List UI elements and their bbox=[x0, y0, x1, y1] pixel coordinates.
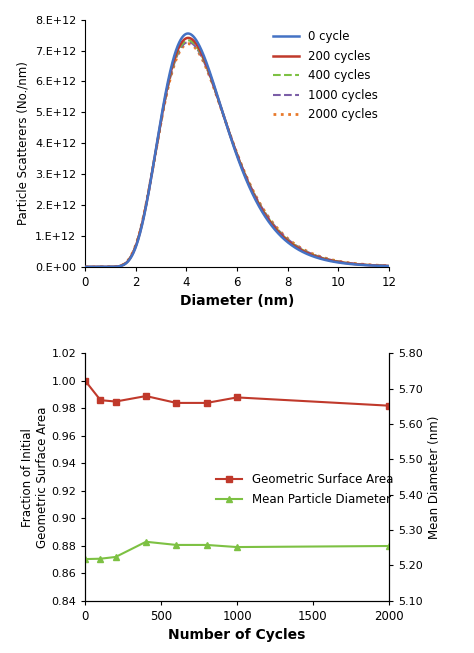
Geometric Surface Area bbox=[173, 399, 179, 407]
400 cycles bbox=[321, 255, 327, 263]
2000 cycles bbox=[377, 261, 383, 269]
2000 cycles bbox=[82, 263, 88, 271]
2000 cycles bbox=[185, 40, 191, 48]
X-axis label: Diameter (nm): Diameter (nm) bbox=[180, 295, 294, 308]
0 cycle bbox=[185, 29, 191, 37]
2000 cycles bbox=[377, 261, 383, 269]
200 cycles bbox=[377, 262, 383, 270]
400 cycles bbox=[82, 263, 88, 271]
400 cycles bbox=[377, 262, 383, 270]
Geometric Surface Area bbox=[98, 396, 103, 404]
X-axis label: Number of Cycles: Number of Cycles bbox=[168, 628, 306, 643]
Line: 400 cycles: 400 cycles bbox=[85, 40, 389, 267]
200 cycles bbox=[377, 262, 383, 270]
2000 cycles bbox=[386, 262, 392, 270]
2000 cycles bbox=[321, 254, 327, 262]
200 cycles bbox=[386, 262, 392, 270]
400 cycles bbox=[222, 116, 228, 123]
1000 cycles bbox=[230, 139, 236, 147]
Y-axis label: Fraction of Initial
Geometric Surface Area: Fraction of Initial Geometric Surface Ar… bbox=[21, 406, 49, 548]
400 cycles bbox=[377, 262, 383, 270]
400 cycles bbox=[98, 263, 104, 271]
0 cycle bbox=[377, 262, 383, 270]
1000 cycles bbox=[222, 116, 228, 123]
1000 cycles bbox=[377, 262, 383, 270]
0 cycle bbox=[377, 262, 383, 270]
200 cycles bbox=[230, 140, 236, 148]
200 cycles bbox=[321, 255, 327, 263]
1000 cycles bbox=[321, 254, 327, 262]
200 cycles bbox=[222, 116, 228, 123]
Mean Particle Diameter bbox=[143, 538, 149, 546]
Mean Particle Diameter bbox=[98, 555, 103, 563]
Legend: 0 cycle, 200 cycles, 400 cycles, 1000 cycles, 2000 cycles: 0 cycle, 200 cycles, 400 cycles, 1000 cy… bbox=[268, 25, 383, 126]
2000 cycles bbox=[230, 138, 236, 146]
200 cycles bbox=[98, 263, 104, 271]
2000 cycles bbox=[222, 116, 228, 124]
Mean Particle Diameter bbox=[113, 553, 118, 561]
Geometric Surface Area bbox=[143, 392, 149, 400]
Mean Particle Diameter bbox=[386, 542, 392, 550]
400 cycles bbox=[185, 37, 191, 44]
Geometric Surface Area bbox=[234, 394, 240, 402]
Geometric Surface Area bbox=[386, 402, 392, 409]
Mean Particle Diameter bbox=[173, 541, 179, 549]
1000 cycles bbox=[82, 263, 88, 271]
0 cycle bbox=[82, 263, 88, 271]
1000 cycles bbox=[185, 38, 191, 46]
2000 cycles bbox=[98, 263, 104, 271]
200 cycles bbox=[185, 34, 191, 42]
Mean Particle Diameter bbox=[204, 541, 210, 549]
Geometric Surface Area bbox=[113, 398, 118, 406]
Line: 0 cycle: 0 cycle bbox=[85, 33, 389, 267]
Legend: Geometric Surface Area, Mean Particle Diameter: Geometric Surface Area, Mean Particle Di… bbox=[212, 468, 398, 511]
Line: Mean Particle Diameter: Mean Particle Diameter bbox=[82, 539, 392, 562]
Geometric Surface Area bbox=[204, 399, 210, 407]
Line: 2000 cycles: 2000 cycles bbox=[85, 44, 389, 267]
Mean Particle Diameter bbox=[234, 543, 240, 551]
0 cycle bbox=[321, 256, 327, 264]
0 cycle bbox=[98, 263, 104, 271]
0 cycle bbox=[230, 140, 236, 148]
0 cycle bbox=[386, 263, 392, 270]
Mean Particle Diameter bbox=[82, 555, 88, 563]
Line: 1000 cycles: 1000 cycles bbox=[85, 42, 389, 267]
Y-axis label: Particle Scatterers (No./nm): Particle Scatterers (No./nm) bbox=[17, 61, 29, 225]
Y-axis label: Mean Diameter (nm): Mean Diameter (nm) bbox=[428, 415, 441, 539]
1000 cycles bbox=[377, 262, 383, 270]
400 cycles bbox=[230, 139, 236, 147]
400 cycles bbox=[386, 262, 392, 270]
1000 cycles bbox=[98, 263, 104, 271]
200 cycles bbox=[82, 263, 88, 271]
Geometric Surface Area bbox=[82, 377, 88, 385]
0 cycle bbox=[222, 116, 228, 123]
1000 cycles bbox=[386, 262, 392, 270]
Line: 200 cycles: 200 cycles bbox=[85, 38, 389, 267]
Line: Geometric Surface Area: Geometric Surface Area bbox=[82, 378, 392, 409]
